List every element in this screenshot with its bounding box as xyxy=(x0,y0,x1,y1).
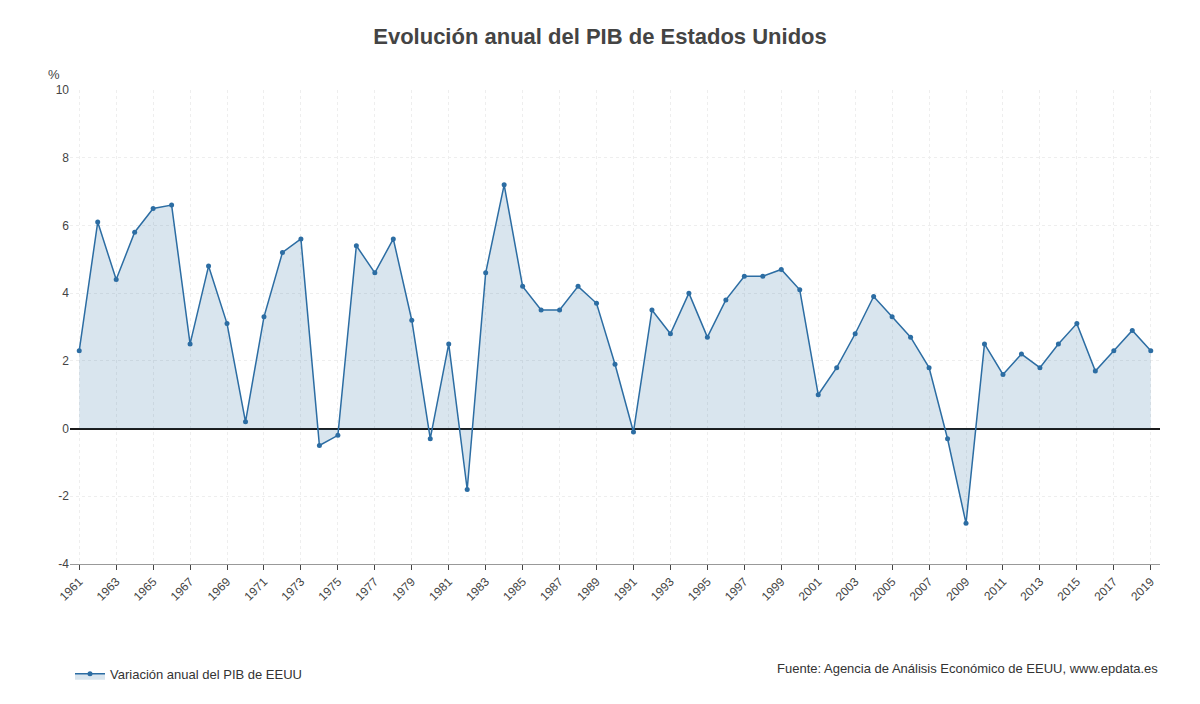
svg-text:1987: 1987 xyxy=(537,575,566,604)
svg-text:1983: 1983 xyxy=(463,575,492,604)
svg-text:1999: 1999 xyxy=(759,575,788,604)
svg-text:1981: 1981 xyxy=(426,575,455,604)
svg-text:2013: 2013 xyxy=(1018,575,1047,604)
svg-text:1995: 1995 xyxy=(685,575,714,604)
svg-text:1977: 1977 xyxy=(352,575,381,604)
svg-text:Evolución anual del PIB de Est: Evolución anual del PIB de Estados Unido… xyxy=(373,24,827,49)
svg-text:6: 6 xyxy=(62,219,69,233)
svg-text:1975: 1975 xyxy=(315,575,344,604)
svg-text:10: 10 xyxy=(56,83,70,97)
svg-text:-2: -2 xyxy=(58,489,69,503)
svg-text:1969: 1969 xyxy=(205,575,234,604)
svg-text:2003: 2003 xyxy=(833,575,862,604)
svg-text:1967: 1967 xyxy=(168,575,197,604)
svg-text:1963: 1963 xyxy=(94,575,123,604)
svg-text:1965: 1965 xyxy=(131,575,160,604)
svg-text:2005: 2005 xyxy=(870,575,899,604)
svg-text:1993: 1993 xyxy=(648,575,677,604)
svg-text:1979: 1979 xyxy=(389,575,418,604)
svg-text:1989: 1989 xyxy=(574,575,603,604)
svg-text:Variación anual del PIB de EEU: Variación anual del PIB de EEUU xyxy=(110,667,302,682)
svg-text:2: 2 xyxy=(62,354,69,368)
svg-text:2017: 2017 xyxy=(1091,575,1120,604)
svg-text:1961: 1961 xyxy=(57,575,86,604)
svg-text:2011: 2011 xyxy=(981,575,1009,603)
svg-text:1991: 1991 xyxy=(611,575,640,604)
svg-text:-4: -4 xyxy=(58,557,69,571)
svg-text:%: % xyxy=(48,67,60,82)
svg-text:2015: 2015 xyxy=(1054,575,1083,604)
svg-text:8: 8 xyxy=(62,151,69,165)
svg-text:1997: 1997 xyxy=(722,575,751,604)
svg-text:2007: 2007 xyxy=(907,575,936,604)
svg-text:2019: 2019 xyxy=(1128,575,1157,604)
svg-text:1973: 1973 xyxy=(279,575,308,604)
svg-text:1985: 1985 xyxy=(500,575,529,604)
svg-text:2001: 2001 xyxy=(796,575,825,604)
svg-text:0: 0 xyxy=(62,422,69,436)
svg-text:1971: 1971 xyxy=(242,575,271,604)
svg-text:Fuente: Agencia de Análisis Ec: Fuente: Agencia de Análisis Económico de… xyxy=(777,661,1158,676)
svg-text:2009: 2009 xyxy=(944,575,973,604)
svg-text:4: 4 xyxy=(62,286,69,300)
